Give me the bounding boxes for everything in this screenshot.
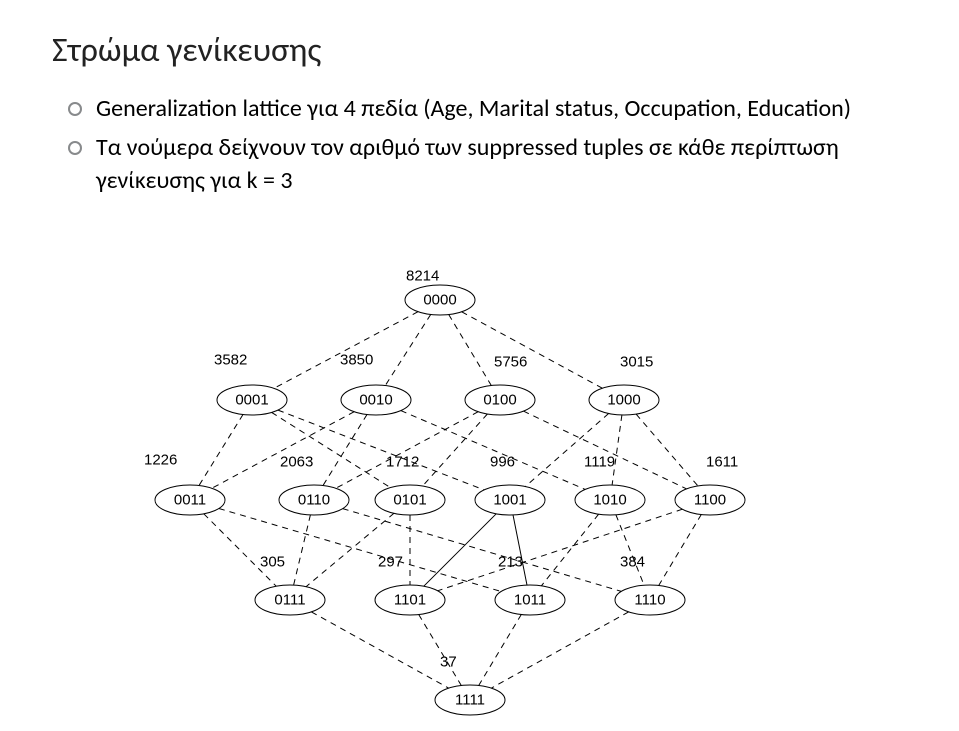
lattice-node-label: 0100	[483, 392, 516, 409]
lattice-diagram: 0000 0001 0010 0100 1000 0011 0110 0101 1001 1010…	[0, 0, 959, 731]
lattice-node-value: 3582	[214, 352, 247, 369]
lattice-node-value: 37	[440, 654, 457, 671]
lattice-node-value: 3015	[620, 354, 653, 371]
lattice-node-label: 1111	[455, 692, 485, 709]
lattice-edge	[513, 515, 527, 585]
lattice-edge	[438, 509, 683, 591]
lattice-edge	[204, 514, 276, 586]
lattice-node-value: 5756	[494, 354, 527, 371]
lattice-node-value: 213	[498, 554, 523, 571]
lattice-edge	[419, 615, 462, 686]
lattice-edge	[274, 312, 418, 389]
lattice-node-label: 0101	[393, 492, 426, 509]
lattice-node-value: 1611	[706, 454, 738, 471]
lattice-edge	[541, 514, 598, 586]
lattice-node-label: 0000	[423, 292, 456, 309]
lattice-node-label: 1110	[634, 592, 665, 609]
lattice-node-value: 996	[490, 454, 515, 471]
lattice-node-label: 1000	[607, 392, 640, 409]
lattice-edge	[612, 415, 622, 485]
lattice-node-value: 1712	[386, 454, 419, 471]
lattice-edge	[212, 412, 354, 489]
lattice-edge	[659, 515, 702, 586]
lattice-edge	[479, 615, 522, 686]
lattice-edge	[462, 312, 603, 388]
lattice-node-label: 1010	[593, 492, 626, 509]
lattice-edge	[306, 513, 394, 586]
lattice-node-value: 3850	[340, 352, 373, 369]
lattice-edge	[401, 411, 585, 490]
lattice-node-label: 0001	[235, 392, 268, 409]
lattice-edge	[449, 315, 492, 386]
slide: Στρώμα γενίκευσης Generalization lattice…	[0, 0, 959, 731]
lattice-edge	[423, 414, 488, 486]
lattice-node-label: 1011	[514, 592, 546, 609]
lattice-node-value: 2063	[280, 454, 313, 471]
lattice-edge	[294, 515, 311, 585]
lattice-node-value: 384	[620, 554, 645, 571]
lattice-node-label: 0011	[174, 492, 206, 509]
lattice-node-value: 1226	[144, 452, 177, 469]
nodes-layer: 0000 0001 0010 0100 1000 0011 0110 0101 1001 1010…	[155, 285, 745, 715]
lattice-node-value: 297	[378, 554, 403, 571]
lattice-node-label: 1101	[394, 592, 426, 609]
lattice-node-label: 1001	[493, 492, 526, 509]
lattice-edge	[219, 509, 501, 592]
lattice-edge	[523, 411, 686, 489]
lattice-edge	[311, 612, 448, 688]
lattice-edge	[636, 414, 698, 486]
lattice-edge	[525, 414, 608, 487]
lattice-node-value: 1119	[584, 454, 615, 471]
lattice-edge	[385, 315, 430, 386]
lattice-edge	[491, 612, 628, 688]
lattice-edge	[424, 514, 496, 586]
lattice-edge	[336, 412, 478, 489]
lattice-node-label: 0111	[274, 592, 305, 609]
lattice-node-label: 0110	[298, 492, 330, 509]
lattice-node-label: 0010	[359, 392, 392, 409]
lattice-node-label: 1100	[694, 492, 726, 509]
lattice-edge	[616, 515, 644, 585]
lattice-edge	[278, 410, 484, 490]
lattice-node-value: 305	[260, 554, 285, 571]
lattice-node-value: 8214	[406, 268, 439, 285]
